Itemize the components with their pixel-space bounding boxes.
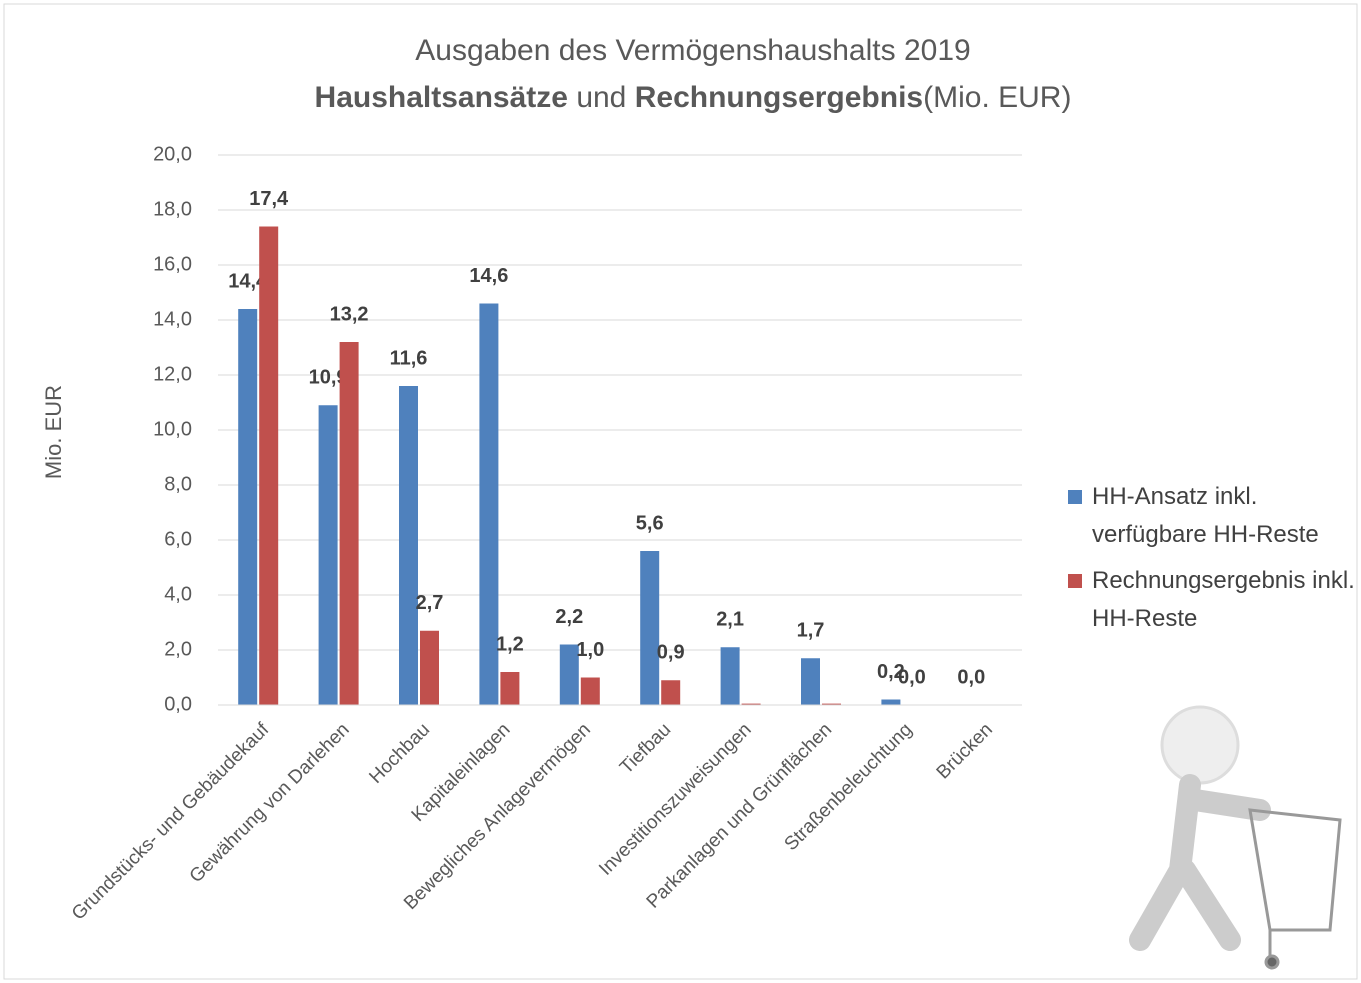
data-label: 11,6 [390, 347, 428, 369]
legend-swatch [1068, 574, 1082, 588]
y-tick-label: 10,0 [153, 418, 192, 440]
bar [500, 672, 520, 705]
bar [720, 647, 740, 705]
bar [881, 699, 901, 705]
bar [420, 630, 439, 705]
y-axis-label: Mio. EUR [41, 385, 66, 479]
data-label: 1,7 [797, 620, 825, 642]
data-label: 0,2 [877, 661, 905, 683]
bar [661, 680, 681, 705]
data-label: 0,9 [657, 642, 685, 664]
data-label: 14,6 [469, 265, 508, 287]
y-tick-label: 6,0 [164, 528, 192, 550]
y-tick-label: 0,0 [164, 693, 192, 715]
data-label: 2,7 [416, 592, 444, 614]
subtitle-part: Rechnungsergebnis [635, 81, 923, 114]
subtitle-part: Haushaltsansätze [315, 81, 568, 114]
bar [559, 644, 579, 705]
y-tick-label: 8,0 [164, 473, 192, 495]
bar [580, 677, 600, 705]
x-tick-label: Tiefbau [616, 719, 675, 778]
y-tick-label: 2,0 [164, 638, 192, 660]
bar [399, 386, 418, 705]
bar [640, 551, 660, 705]
legend-label: Rechnungsergebnis inkl. HH-Reste [1092, 567, 1355, 632]
bar [318, 405, 338, 705]
bar [822, 703, 841, 705]
data-label: 1,2 [496, 633, 524, 655]
data-label: 17,4 [249, 188, 289, 210]
bar [259, 226, 279, 705]
x-tick-label: Brücken [933, 719, 997, 783]
bar [479, 303, 499, 705]
data-label: 1,0 [576, 639, 604, 661]
chart-subtitle: Haushaltsansätze und Rechnungsergebnis(M… [315, 81, 1072, 114]
legend-item: HH-Ansatz inkl. verfügbare HH-Reste [1068, 478, 1358, 554]
x-tick-label: Hochbau [365, 719, 434, 788]
data-label: 5,6 [636, 512, 664, 534]
data-label: 14,4 [228, 270, 268, 292]
data-label: 10,9 [309, 367, 348, 389]
legend-swatch [1068, 490, 1082, 504]
x-tick-label: Gewährung von Darlehen [186, 719, 354, 887]
bar [801, 658, 820, 705]
y-tick-label: 4,0 [164, 583, 192, 605]
legend-label: HH-Ansatz inkl. verfügbare HH-Reste [1092, 483, 1319, 548]
data-label: 2,2 [555, 606, 583, 628]
data-label: 0,0 [898, 666, 926, 688]
x-tick-label: Investitionszuweisungen [595, 719, 755, 879]
legend-item: Rechnungsergebnis inkl. HH-Reste [1068, 562, 1358, 638]
data-label: 13,2 [330, 303, 369, 325]
decoration-cart [1129, 705, 1342, 970]
data-label: 2,1 [716, 609, 744, 631]
y-tick-label: 14,0 [153, 308, 192, 330]
bar [339, 342, 359, 705]
y-tick-label: 20,0 [153, 143, 192, 165]
y-tick-label: 16,0 [153, 253, 192, 275]
y-tick-label: 12,0 [153, 363, 192, 385]
subtitle-part: und [576, 81, 626, 114]
chart-title: Ausgaben des Vermögenshaushalts 2019 [415, 34, 970, 67]
y-tick-label: 18,0 [153, 198, 192, 220]
chart-border [3, 3, 1358, 980]
data-label: 0,0 [957, 666, 985, 688]
subtitle-part: (Mio. EUR) [923, 81, 1071, 114]
bar [238, 309, 258, 705]
bar [741, 703, 761, 705]
